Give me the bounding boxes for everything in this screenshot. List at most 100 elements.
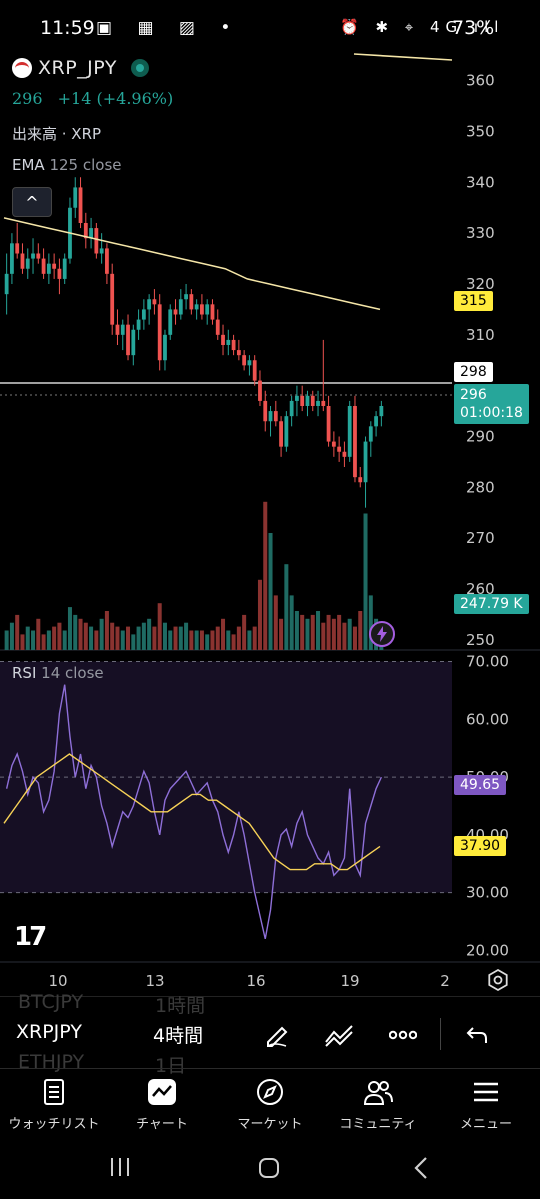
nav-community[interactable]: コミュニティ [324, 1075, 432, 1132]
volume-bar [189, 630, 194, 650]
candle-body [210, 304, 215, 320]
candle-body [215, 319, 220, 335]
candle-body [305, 395, 310, 406]
volume-bar [368, 595, 373, 650]
symbol-picker[interactable]: XRPJPY [16, 1021, 82, 1043]
volume-bar [78, 618, 83, 650]
volume-bar [284, 564, 289, 650]
price-axis-label: 280 [466, 478, 495, 496]
volume-bar [310, 614, 315, 650]
volume-bar [120, 630, 125, 650]
candle-body [310, 395, 315, 406]
volume-indicator-label[interactable]: 出来高 · XRP [12, 125, 102, 143]
volume-bar [52, 626, 57, 650]
volume-bar [337, 614, 342, 650]
volume-bar [15, 614, 20, 650]
candle-body [141, 309, 146, 320]
candle-body [31, 253, 35, 259]
volume-bar [263, 501, 268, 650]
nav-menu[interactable]: メニュー [432, 1075, 540, 1132]
candle-body [178, 299, 183, 315]
nav-label-markets: マーケット [237, 1117, 303, 1132]
more-options-icon[interactable] [388, 1020, 418, 1050]
candle-body [368, 426, 373, 442]
axis: 360 350 340 330 320 310 290 280 270 260 250 70.00 60… [48, 72, 509, 990]
volume-bar [94, 630, 99, 650]
nav-watchlist[interactable]: ウォッチリスト [0, 1075, 108, 1132]
candle-body [110, 273, 115, 325]
rsi-axis-label: 70.00 [466, 653, 509, 671]
undo-icon[interactable] [462, 1020, 492, 1050]
rsi-axis-label: 20.00 [466, 941, 509, 959]
rsi-indicator-label[interactable]: RSI 14 close [12, 664, 104, 682]
nav-chart[interactable]: チャート [108, 1075, 216, 1132]
volume-bar [326, 614, 331, 650]
bottom-navigation: ウォッチリスト チャート マーケット コミュニティ メニュー [0, 1068, 540, 1138]
volume-bar [305, 618, 310, 650]
back-icon[interactable] [412, 1156, 430, 1180]
candle-body [236, 350, 241, 356]
candle-body [263, 400, 268, 422]
recent-apps-icon[interactable] [108, 1156, 132, 1178]
volume-bar [57, 622, 62, 650]
volume-bar [89, 626, 94, 650]
candle-body [163, 334, 167, 361]
candle-body [363, 441, 368, 483]
volume-bar [205, 634, 210, 650]
candle-body [78, 187, 83, 223]
interval-option-prev[interactable]: 1時間 [155, 995, 206, 1017]
prev-level-tag: 298 [454, 362, 493, 382]
notification-icons: ▣ ▦ ▨ • [96, 18, 241, 38]
chart-settings-icon[interactable] [486, 968, 510, 992]
candle-body [152, 299, 157, 305]
lightning-icon[interactable] [368, 620, 396, 648]
nav-markets[interactable]: マーケット [216, 1075, 324, 1132]
candle-body [258, 380, 262, 401]
candlesticks [4, 177, 384, 508]
symbol-header[interactable]: XRP_JPY [12, 56, 149, 80]
home-icon[interactable] [257, 1156, 281, 1180]
candle-body [136, 319, 141, 330]
symbol-option-prev[interactable]: BTCJPY [18, 991, 84, 1013]
symbol-option-next[interactable]: ETHJPY [18, 1051, 85, 1073]
nav-label-menu: メニュー [459, 1117, 512, 1132]
last-price-tag: 296 01:00:18 [454, 384, 529, 424]
volume-bar [162, 622, 167, 650]
volume-bar [41, 634, 46, 650]
volume-bar [73, 614, 78, 650]
market-open-icon [130, 59, 149, 77]
interval-option-next[interactable]: 1日 [155, 1055, 187, 1077]
candle-body [20, 253, 25, 269]
volume-bar [178, 626, 183, 650]
candle-body [347, 406, 352, 457]
candle-body [115, 324, 120, 335]
volume-bar [31, 630, 36, 650]
candle-body [273, 411, 278, 422]
draw-pen-icon[interactable] [262, 1020, 292, 1050]
price-line: 296 +14 (+4.96%) [12, 89, 173, 108]
status-time: 11:59 [40, 17, 95, 39]
candle-body [25, 258, 30, 269]
ema-indicator-label[interactable]: EMA 125 close [12, 156, 122, 174]
tradingview-logo: 17 [14, 922, 47, 952]
candle-body [62, 258, 67, 279]
volume-bar [242, 614, 247, 650]
collapse-indicators-button[interactable]: ^ [12, 187, 52, 217]
indicators-icon[interactable] [324, 1020, 354, 1050]
candle-body [15, 243, 20, 254]
candle-body [126, 324, 130, 356]
volume-bar [268, 533, 273, 650]
candle-body [316, 400, 320, 406]
candle-body [379, 406, 384, 417]
volume-bar [236, 626, 241, 650]
price-chart[interactable]: 360 350 340 330 320 310 290 280 270 260 250 70.00 60… [0, 0, 540, 996]
candle-body [105, 248, 109, 274]
interval-picker[interactable]: 4時間 [153, 1025, 204, 1047]
symbol-name[interactable]: XRP_JPY [38, 57, 117, 79]
nav-label-watchlist: ウォッチリスト [8, 1117, 100, 1132]
candle-body [284, 416, 289, 447]
volume-bar [62, 630, 67, 650]
volume-bar [331, 618, 336, 650]
volume-bars [4, 501, 384, 650]
volume-bar [131, 634, 136, 650]
